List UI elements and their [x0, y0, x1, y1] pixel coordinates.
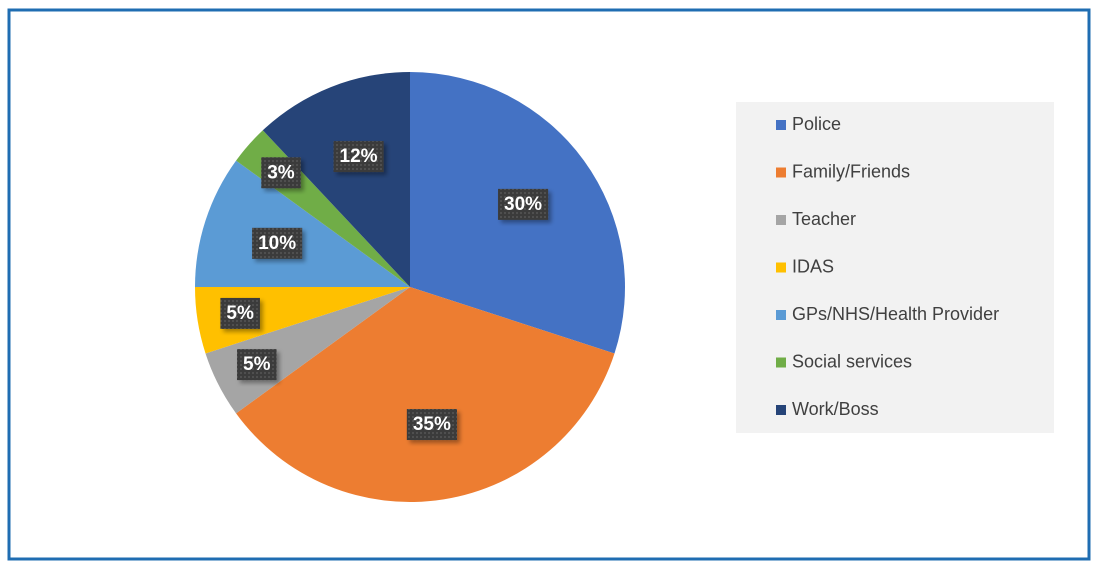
- legend-swatch: [776, 262, 786, 273]
- slice: [205, 287, 410, 414]
- data-label-box: [237, 349, 277, 381]
- data-label-box: [252, 227, 303, 259]
- legend-label: GPs/NHS/Health Provider: [792, 304, 999, 324]
- data-label-box: [220, 297, 260, 329]
- slice: [195, 160, 410, 287]
- data-label: 30%: [504, 194, 542, 215]
- data-label: 5%: [243, 354, 271, 375]
- legend-swatch: [776, 120, 786, 130]
- data-label-box: [261, 157, 301, 189]
- legend-swatch: [776, 405, 786, 415]
- legend-label: Work/Boss: [792, 399, 879, 419]
- data-label: 10%: [258, 233, 296, 254]
- data-label-box: [333, 141, 384, 173]
- pie: 30% 35% 5% 5% 10% 3% 12%: [195, 72, 625, 503]
- data-label-box: [498, 188, 549, 220]
- legend-label: Social services: [792, 351, 912, 371]
- slice: [262, 72, 410, 287]
- legend-swatch: [776, 167, 786, 178]
- legend-label: Teacher: [792, 209, 856, 229]
- data-label: 12%: [340, 146, 378, 167]
- data-label-box: [406, 409, 457, 441]
- legend-label: Family/Friends: [792, 161, 910, 181]
- legend-swatch: [776, 357, 786, 368]
- slice: [236, 287, 615, 503]
- data-label: 5%: [226, 303, 254, 324]
- legend: Police Family/Friends Teacher IDAS GPs/NHS/H…: [736, 102, 1054, 433]
- legend-swatch: [776, 310, 786, 320]
- legend-label: IDAS: [792, 256, 834, 276]
- legend-swatch: [776, 215, 786, 225]
- data-label: 35%: [413, 414, 451, 435]
- legend-box: [736, 102, 1054, 433]
- legend-label: Police: [792, 114, 841, 134]
- data-label: 3%: [267, 162, 295, 183]
